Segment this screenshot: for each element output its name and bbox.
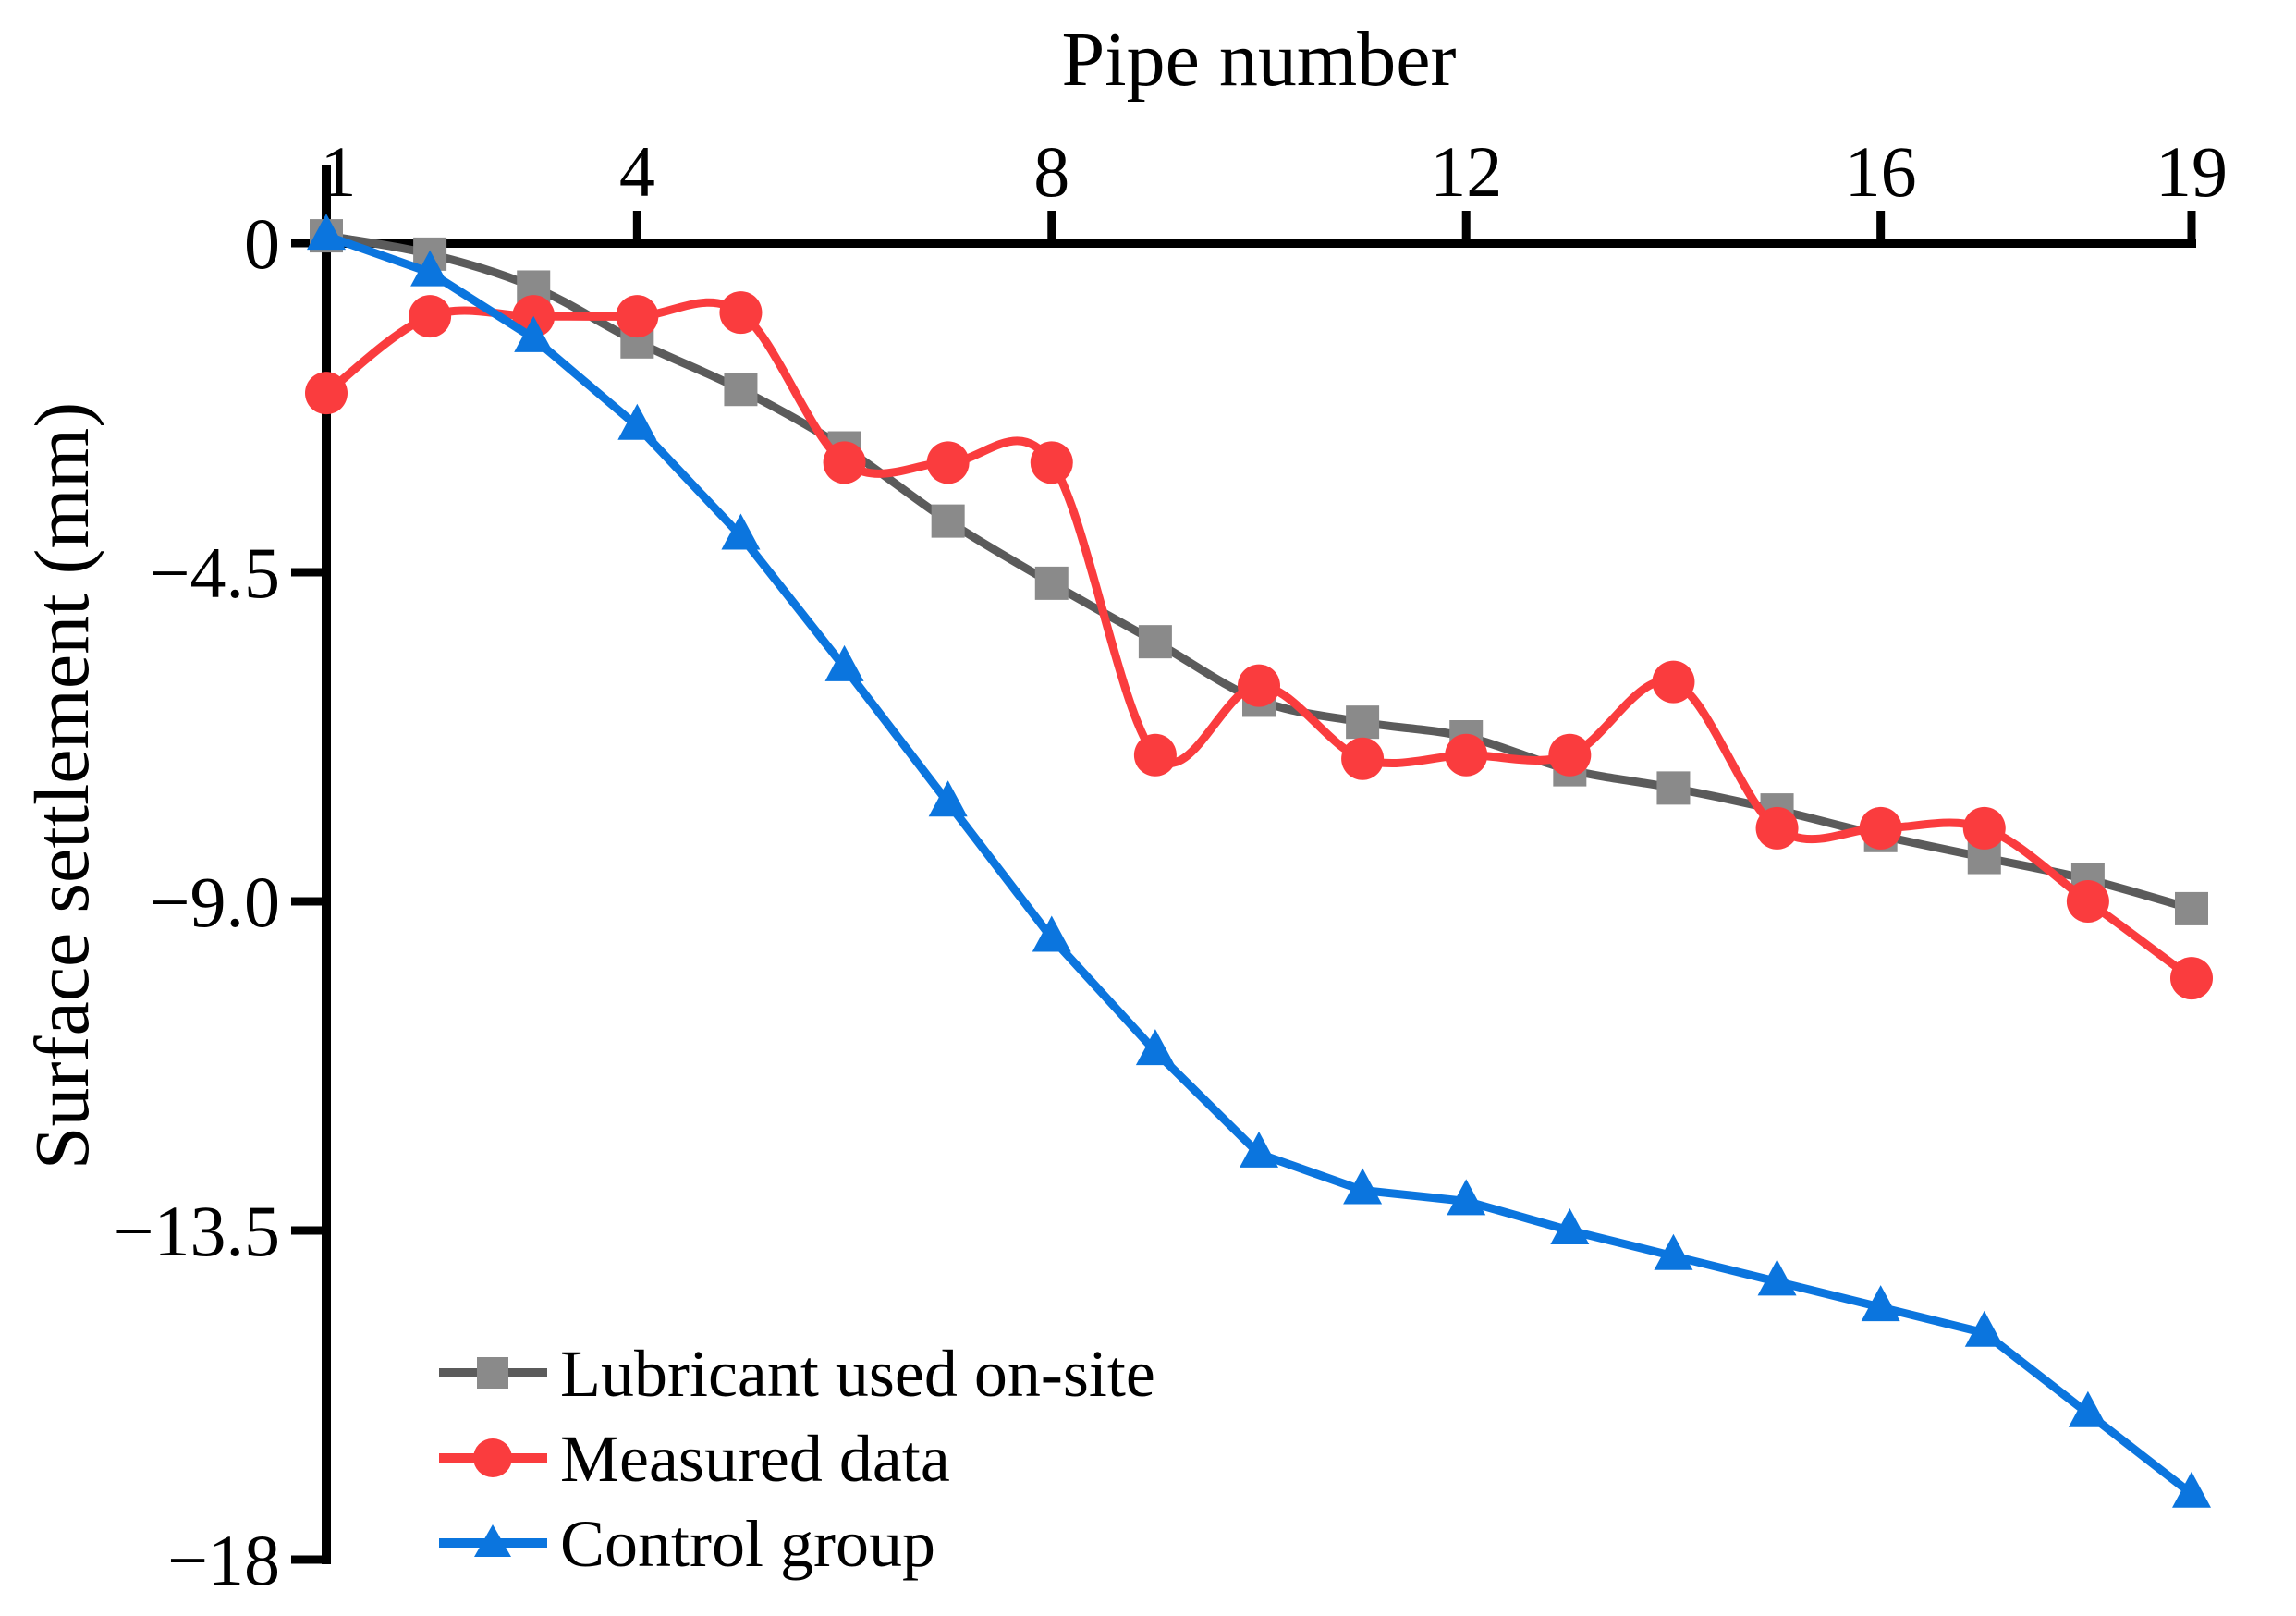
- triangle-data-marker: [1757, 1259, 1797, 1296]
- legend-label: Control group: [560, 1507, 935, 1581]
- circle-data-marker: [823, 441, 866, 484]
- series-control-group: [307, 214, 2211, 1508]
- triangle-data-marker: [410, 250, 450, 287]
- legend-square-marker: [477, 1357, 508, 1389]
- triangle-data-marker: [928, 780, 968, 817]
- series-line: [322, 231, 2196, 913]
- y-axis-ticks: [291, 239, 324, 1564]
- square-data-marker: [1034, 566, 1069, 600]
- legend-label: Lubricant used on-site: [560, 1337, 1155, 1411]
- legend-item-measured: Measured data: [439, 1422, 950, 1496]
- circle-data-marker: [2066, 880, 2109, 923]
- x-axis-tick-labels: 1 4 8 12 16 19: [321, 131, 2229, 212]
- y-tick-label: −9.0: [150, 862, 281, 942]
- x-tick-label: 16: [1845, 131, 1917, 212]
- triangle-data-marker: [1135, 1029, 1175, 1066]
- y-axis-tick-labels: 0 −4.5 −9.0 −13.5 −18: [114, 203, 281, 1600]
- square-data-marker: [931, 504, 965, 538]
- legend-item-lubricant: Lubricant used on-site: [439, 1337, 1155, 1411]
- circle-data-marker: [926, 441, 970, 484]
- circle-data-marker: [616, 295, 659, 338]
- triangle-data-marker: [1654, 1233, 1693, 1270]
- circle-data-marker: [1341, 737, 1385, 780]
- circle-data-marker: [409, 295, 452, 338]
- y-tick-label: −18: [167, 1520, 280, 1600]
- x-tick-label: 8: [1033, 131, 1069, 212]
- series-measured-data: [305, 291, 2213, 1000]
- square-data-marker: [1656, 771, 1691, 805]
- triangle-data-marker: [1964, 1310, 2004, 1347]
- circle-data-marker: [305, 372, 348, 415]
- series-group: [305, 214, 2213, 1508]
- triangle-data-marker: [721, 513, 761, 550]
- triangle-data-marker: [514, 315, 554, 352]
- legend-circle-marker: [473, 1438, 512, 1477]
- y-axis-title: Surface settlement (mm): [19, 402, 105, 1169]
- square-data-marker: [2175, 891, 2208, 925]
- y-tick-label: −4.5: [150, 533, 281, 613]
- legend-triangle-marker: [474, 1524, 511, 1557]
- triangle-data-marker: [1240, 1131, 1278, 1168]
- triangle-data-marker: [1550, 1208, 1590, 1244]
- triangle-data-marker: [1343, 1168, 1383, 1205]
- x-tick-label: 1: [321, 131, 357, 212]
- circle-data-marker: [1859, 806, 1902, 850]
- square-data-marker: [724, 373, 758, 407]
- triangle-data-marker: [1032, 915, 1071, 952]
- triangle-data-marker: [1861, 1285, 1900, 1322]
- triangle-data-marker: [1447, 1179, 1486, 1216]
- circle-data-marker: [1445, 733, 1488, 777]
- circle-data-marker: [1962, 806, 2006, 850]
- x-tick-label: 4: [619, 131, 655, 212]
- triangle-data-marker: [2068, 1390, 2107, 1427]
- square-data-marker: [1138, 625, 1172, 659]
- triangle-data-marker: [307, 214, 346, 251]
- series-line: [322, 231, 2196, 1499]
- x-axis-ticks: [322, 211, 2196, 240]
- circle-data-marker: [1030, 441, 1073, 484]
- circle-data-marker: [1548, 733, 1592, 777]
- x-tick-label: 19: [2156, 131, 2228, 212]
- legend-label: Measured data: [560, 1422, 950, 1496]
- circle-data-marker: [1755, 806, 1799, 850]
- square-data-marker: [1346, 705, 1380, 740]
- legend-item-control: Control group: [439, 1507, 935, 1581]
- triangle-data-marker: [617, 403, 657, 440]
- triangle-data-marker: [2172, 1471, 2211, 1508]
- circle-data-marker: [1238, 664, 1280, 707]
- circle-data-marker: [1652, 660, 1695, 704]
- circle-data-marker: [1133, 733, 1177, 777]
- triangle-data-marker: [824, 644, 864, 681]
- legend: Lubricant used on-site Measured data Con…: [439, 1337, 1155, 1581]
- y-tick-label: 0: [244, 203, 280, 284]
- x-axis-title: Pipe number: [1062, 17, 1457, 103]
- circle-data-marker: [2170, 957, 2213, 1000]
- circle-data-marker: [719, 291, 763, 335]
- y-tick-label: −13.5: [114, 1191, 281, 1271]
- series-lubricant-used-on-site: [310, 219, 2208, 925]
- x-tick-label: 12: [1430, 131, 1502, 212]
